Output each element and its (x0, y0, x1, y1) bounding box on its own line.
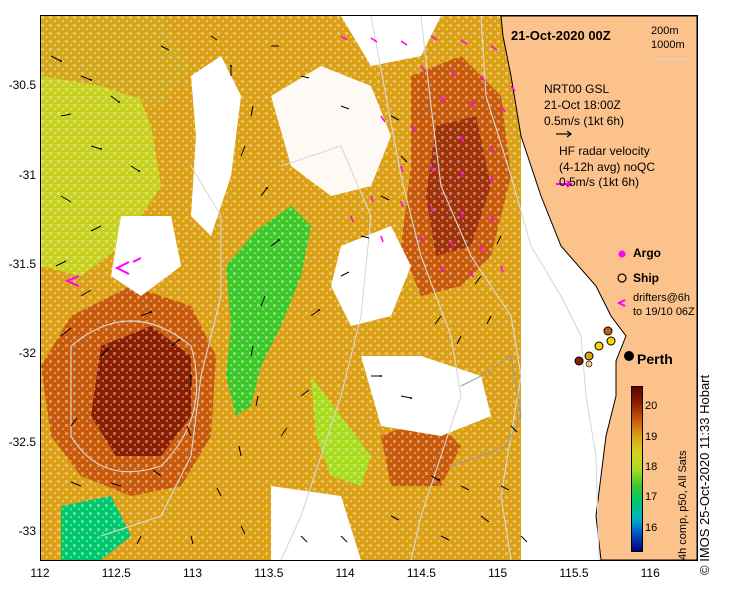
bathymetry-contours-grey (450, 355, 522, 467)
nrt-legend-title: NRT00 GSL (544, 82, 610, 96)
depth-legend-1000: 1000m (651, 39, 685, 51)
legend-drifter-marker (616, 299, 626, 307)
lon-tick: 113 (182, 566, 203, 580)
lon-tick: 114.5 (406, 566, 436, 580)
legend-drifters-label-2: to 19/10 06Z (633, 306, 695, 318)
lon-tick: 112 (30, 566, 50, 580)
lat-tick: -33 (18, 524, 36, 539)
velocity-arrows (50, 35, 528, 545)
lat-tick: -32.5 (8, 435, 36, 450)
lon-tick: 116 (640, 566, 660, 580)
land (500, 16, 697, 560)
colorbar-tick: 17 (645, 491, 658, 504)
sst-map (41, 16, 697, 560)
ship-marker-5 (606, 336, 616, 346)
lat-tick: -31.5 (8, 256, 36, 271)
lat-axis: -30.5 -31 -31.5 -32 -32.5 -33 (0, 15, 36, 559)
lon-axis: 112 112.5 113 113.5 114 114.5 115 115.5 … (30, 566, 696, 584)
lon-tick: 115 (488, 566, 508, 580)
legend-ship-label: Ship (633, 271, 659, 285)
hf-radar-arrows (340, 35, 516, 278)
legend-scale-arrow-black (556, 130, 572, 138)
perth-marker (624, 351, 634, 361)
lon-tick: 115.5 (559, 566, 589, 580)
lat-tick: -30.5 (8, 78, 36, 93)
ship-marker-1 (574, 356, 584, 366)
hf-legend-title: HF radar velocity (559, 144, 650, 158)
depth-legend-200: 200m (651, 25, 679, 37)
credit-text: © IMOS 25-Oct-2020 11:33 Hobart (697, 375, 712, 575)
nrt-legend-time: 21-Oct 18:00Z (544, 98, 621, 112)
colorbar-ticks: 20 19 18 17 16 (645, 386, 669, 550)
map-date-title: 21-Oct-2020 00Z (511, 28, 611, 43)
map-frame[interactable]: 21-Oct-2020 00Z 200m 1000m NRT00 GSL 21-… (40, 15, 698, 561)
legend-argo-label: Argo (633, 246, 661, 260)
credit-label: IMOS 25-Oct-2020 11:33 Hobart (697, 374, 712, 562)
legend-argo-marker (618, 250, 626, 258)
velocity-arrow-heads (60, 60, 440, 481)
colorbar-tick: 19 (645, 430, 658, 443)
lon-tick: 113.5 (254, 566, 284, 580)
bathymetry-contours (70, 16, 600, 560)
ship-markers (574, 326, 616, 366)
colorbar-tick: 20 (645, 400, 658, 413)
colorbar-label: 4h comp, p50, All Sats (677, 450, 689, 560)
lat-tick: -32 (18, 345, 36, 360)
legend-ship-marker (617, 273, 627, 283)
legend-drifters-label-1: drifters@6h (633, 292, 691, 304)
nrt-legend-scale: 0.5m/s (1kt 6h) (544, 114, 625, 128)
hf-legend-scale: 0.5m/s (1kt 6h) (559, 175, 640, 189)
cloud-speckle (41, 16, 521, 560)
city-label: Perth (637, 351, 673, 367)
legend-scale-arrow-magenta (556, 180, 573, 188)
hf-legend-detail: (4-12h avg) noQC (559, 160, 656, 174)
lat-tick: -31 (18, 167, 36, 182)
drifter-tracks (64, 257, 142, 287)
colorbar-tick: 18 (645, 461, 658, 473)
lon-tick: 112.5 (101, 566, 131, 580)
ship-marker-3 (594, 341, 604, 351)
copyright-symbol: © (697, 565, 712, 575)
island (585, 360, 593, 368)
ship-marker-4 (603, 326, 613, 336)
colorbar (631, 386, 643, 552)
colorbar-tick: 16 (645, 521, 658, 534)
ship-marker-2 (584, 351, 594, 361)
lon-tick: 114 (335, 566, 355, 580)
